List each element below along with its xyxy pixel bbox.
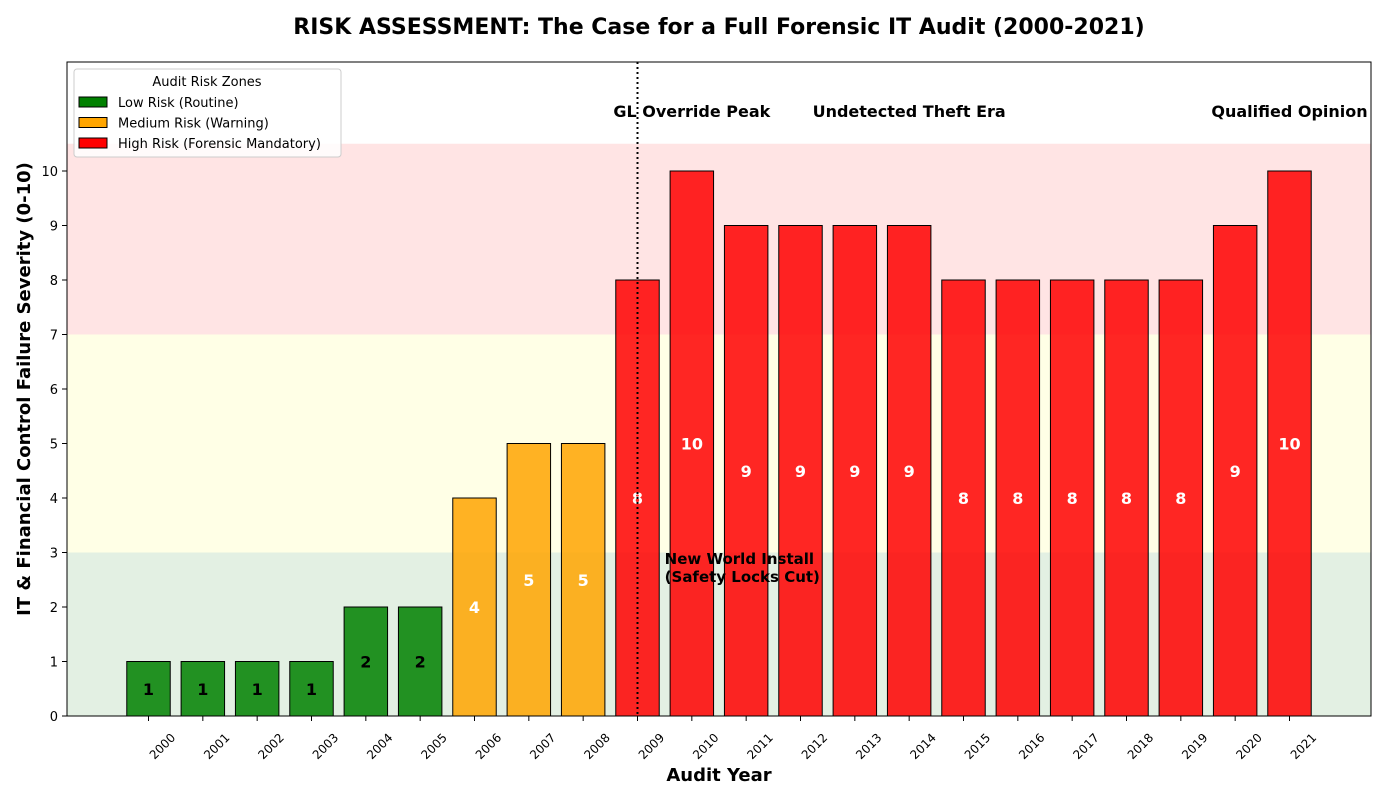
bar-label-2005: 2	[415, 653, 426, 672]
bar-label-2020: 9	[1230, 462, 1241, 481]
y-tick-label: 3	[50, 547, 58, 562]
legend-title: Audit Risk Zones	[152, 75, 261, 90]
bar-label-2008: 5	[578, 571, 589, 590]
x-tick-label: 2016	[1016, 731, 1047, 762]
legend-swatch	[78, 96, 108, 108]
bar-label-2016: 8	[1012, 489, 1023, 508]
legend-entry: Medium Risk (Warning)	[118, 117, 269, 132]
y-tick-label: 9	[50, 220, 58, 235]
bar-2005	[397, 606, 443, 717]
y-tick-label: 6	[50, 383, 58, 398]
y-tick-label: 10	[41, 165, 58, 180]
x-tick-label: 2007	[527, 731, 558, 762]
legend: Audit Risk Zones Low Risk (Routine) Medium…	[73, 68, 342, 158]
y-tick-label: 5	[50, 438, 58, 453]
x-axis-label: Audit Year	[666, 765, 771, 786]
x-tick-label: 2008	[581, 731, 612, 762]
bar-label-2012: 9	[795, 462, 806, 481]
bar-label-2000: 1	[143, 680, 154, 699]
x-tick-label: 2018	[1125, 731, 1156, 762]
annotation: (Safety Locks Cut)	[665, 568, 820, 586]
y-axis-label: IT & Financial Control Failure Severity …	[14, 162, 35, 616]
bar-label-2010: 10	[681, 435, 703, 454]
bar-label-2011: 9	[741, 462, 752, 481]
x-tick-label: 2015	[962, 731, 993, 762]
bar-label-2004: 2	[360, 653, 371, 672]
y-tick-label: 8	[50, 274, 58, 289]
x-tick-label: 2006	[473, 731, 504, 762]
x-tick-label: 2021	[1288, 731, 1319, 762]
zone-band-medium	[67, 334, 1371, 553]
legend-box	[73, 68, 342, 158]
x-tick-label: 2020	[1233, 731, 1264, 762]
bar-2012	[778, 225, 823, 717]
y-tick-label: 1	[50, 656, 58, 671]
x-tick-label: 2011	[744, 731, 775, 762]
bar-label-2015: 8	[958, 489, 969, 508]
bar-label-2018: 8	[1121, 489, 1132, 508]
annotation: Undetected Theft Era	[813, 102, 1006, 121]
y-tick-label: 0	[50, 710, 58, 725]
x-tick-label: 2003	[310, 731, 341, 762]
x-tick-label: 2005	[418, 731, 449, 762]
x-tick-label: 2013	[853, 731, 884, 762]
bar-label-2002: 1	[252, 680, 263, 699]
bar-label-2013: 9	[849, 462, 860, 481]
y-tick-label: 2	[50, 601, 58, 616]
annotation: Qualified Opinion	[1211, 102, 1367, 121]
bar-2019	[1158, 279, 1204, 717]
bar-label-2007: 5	[523, 571, 534, 590]
bar-2015	[941, 279, 986, 717]
bar-label-2017: 8	[1067, 489, 1078, 508]
bar-2020	[1212, 225, 1258, 717]
zone-band-high	[67, 143, 1371, 335]
legend-entry: High Risk (Forensic Mandatory)	[118, 137, 321, 152]
bar-label-2021: 10	[1278, 435, 1300, 454]
bar-2010	[669, 170, 715, 717]
bar-2013	[832, 225, 878, 717]
bar-label-2006: 4	[469, 598, 480, 617]
plot-frame	[66, 61, 1372, 717]
x-tick-label: 2002	[255, 731, 286, 762]
bar-label-2001: 1	[197, 680, 208, 699]
bar-2000	[126, 661, 171, 717]
x-tick-label: 2004	[364, 731, 395, 762]
x-tick-label: 2012	[799, 731, 830, 762]
bar-label-2003: 1	[306, 680, 317, 699]
x-tick-label: 2010	[690, 731, 721, 762]
bar-2003	[289, 661, 334, 717]
bar-2002	[234, 661, 280, 717]
y-tick-label: 7	[50, 329, 58, 344]
zone-band-low	[67, 552, 1371, 716]
bar-label-2014: 9	[904, 462, 915, 481]
x-tick-label: 2019	[1179, 731, 1210, 762]
bar-2017	[1049, 279, 1095, 717]
x-tick-label: 2001	[201, 731, 232, 762]
annotation: GL Override Peak	[613, 102, 770, 121]
bar-label-2019: 8	[1175, 489, 1186, 508]
x-tick-label: 2017	[1070, 731, 1101, 762]
annotation: New World Install	[665, 550, 814, 568]
legend-swatch	[78, 137, 108, 149]
bar-2001	[180, 661, 226, 717]
bar-2004	[343, 606, 389, 717]
chart-title: RISK ASSESSMENT: The Case for a Full For…	[293, 15, 1144, 40]
x-tick-label: 2000	[147, 731, 178, 762]
bar-2016	[995, 279, 1041, 717]
bar-2008	[560, 443, 606, 717]
bar-2006	[452, 497, 497, 717]
bar-2014	[886, 225, 932, 717]
x-tick-label: 2009	[636, 731, 667, 762]
x-tick-label: 2014	[907, 731, 938, 762]
legend-swatch	[78, 117, 108, 128]
y-tick-label: 4	[50, 492, 58, 507]
bar-2011	[723, 225, 769, 717]
legend-entry: Low Risk (Routine)	[118, 96, 239, 111]
bar-2021	[1267, 170, 1312, 717]
